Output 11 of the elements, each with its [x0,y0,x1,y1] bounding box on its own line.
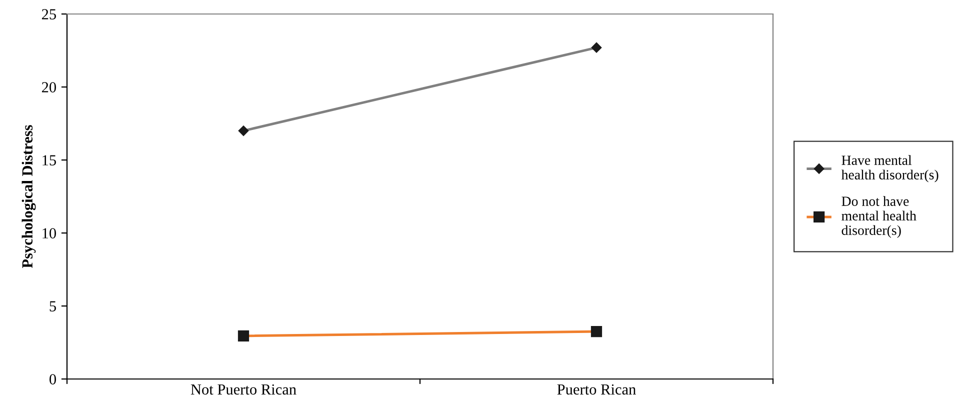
y-axis-title: Psychological Distress [22,125,36,268]
y-tick-label: 5 [50,301,56,312]
y-tick-label: 0 [50,374,56,384]
y-tick-label: 10 [42,228,56,238]
y-tick-label: 25 [42,9,56,20]
legend-label: Do not have mental health disorder(s) [842,196,916,238]
y-tick-label: 15 [42,155,56,166]
legend-label: Have mental health disorder(s) [841,155,938,182]
x-tick-label: Not Puerto Rican [190,384,296,395]
x-tick-label: Puerto Rican [557,384,636,395]
y-tick-label: 20 [42,82,56,92]
